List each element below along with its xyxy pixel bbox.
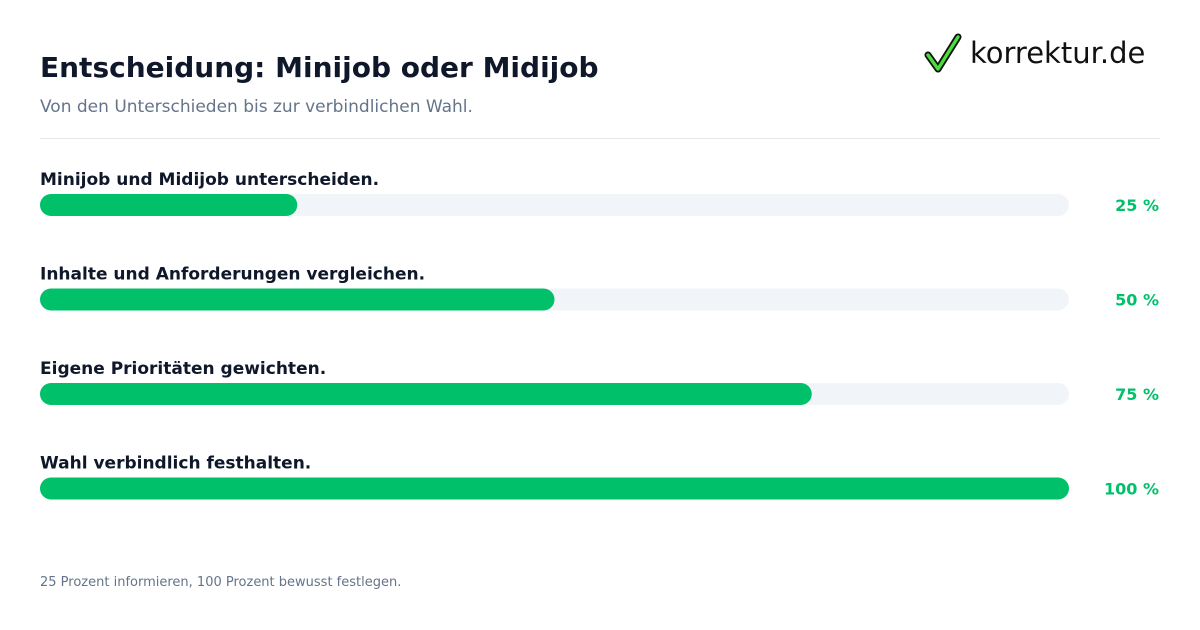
bar-value-label: 100 % bbox=[1104, 480, 1159, 499]
header-divider bbox=[40, 138, 1160, 139]
brand-name: korrektur.de bbox=[970, 36, 1146, 70]
brand-logo[interactable]: korrektur.de bbox=[924, 30, 1145, 76]
bar-fill bbox=[40, 477, 1069, 500]
bar-label: Eigene Prioritäten gewichten. bbox=[40, 359, 326, 379]
bar-value-label: 75 % bbox=[1115, 385, 1159, 404]
bar-label: Inhalte und Anforderungen vergleichen. bbox=[40, 265, 425, 285]
bar-fill bbox=[40, 288, 555, 311]
bar-track bbox=[40, 194, 1069, 216]
bar-value-label: 25 % bbox=[1115, 196, 1159, 215]
page-subtitle: Von den Unterschieden bis zur verbindlic… bbox=[40, 97, 473, 117]
bar-fill bbox=[40, 194, 298, 216]
footer-note: 25 Prozent informieren, 100 Prozent bewu… bbox=[40, 575, 402, 590]
bar-fill bbox=[40, 383, 812, 405]
page-title: Entscheidung: Minijob oder Midijob bbox=[40, 51, 599, 84]
bar-value-label: 50 % bbox=[1115, 291, 1159, 310]
checkmark-icon bbox=[924, 33, 962, 73]
bar-label: Minijob und Midijob unterscheiden. bbox=[40, 170, 379, 190]
bar-label: Wahl verbindlich festhalten. bbox=[40, 454, 311, 474]
